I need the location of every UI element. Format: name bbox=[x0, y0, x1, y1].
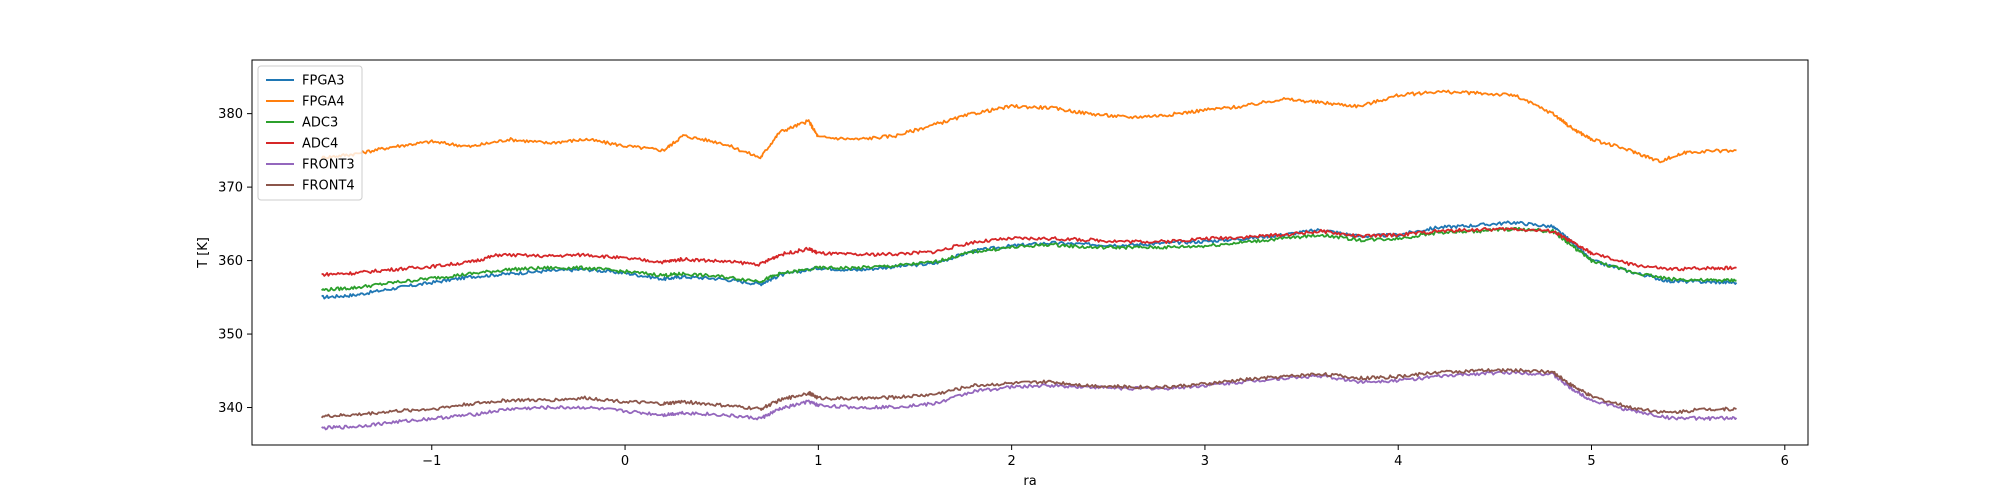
legend-entry: ADC3 bbox=[302, 116, 338, 131]
legend-entry: ADC4 bbox=[302, 137, 338, 152]
axes-frame bbox=[251, 59, 1809, 446]
series-line-fpga4 bbox=[320, 89, 1737, 164]
x-tick-label: 2 bbox=[1007, 454, 1015, 469]
x-tick-label: −1 bbox=[422, 454, 441, 469]
legend-entry: FRONT4 bbox=[302, 179, 355, 194]
x-axis-label: ra bbox=[1023, 474, 1036, 489]
y-tick-label: 380 bbox=[218, 107, 243, 122]
y-tick-label: 370 bbox=[218, 181, 243, 196]
legend-entry: FPGA3 bbox=[302, 74, 345, 89]
series-line-adc4 bbox=[321, 227, 1737, 277]
legend-box bbox=[257, 65, 363, 201]
x-tick-label: 1 bbox=[814, 454, 822, 469]
axes: −1 0 1 2 3 4 5 6 340 350 360 370 380 bbox=[218, 59, 1809, 469]
x-tick-label: 4 bbox=[1394, 454, 1402, 469]
x-tick-label: 0 bbox=[621, 454, 629, 469]
y-tick-label: 360 bbox=[218, 254, 243, 269]
y-tick-label: 340 bbox=[218, 401, 243, 416]
x-tick-label: 5 bbox=[1587, 454, 1595, 469]
series-line-front4 bbox=[320, 368, 1737, 419]
plot-area bbox=[320, 89, 1738, 431]
legend-entry: FPGA4 bbox=[302, 95, 345, 110]
legend-entry: FRONT3 bbox=[302, 158, 355, 173]
legend: FPGA3 FPGA4 ADC3 ADC4 FRONT3 FRONT4 bbox=[257, 65, 363, 201]
y-tick-label: 350 bbox=[218, 328, 243, 343]
y-axis-label: T [K] bbox=[196, 237, 211, 269]
x-tick-label: 3 bbox=[1201, 454, 1209, 469]
series-line-front3 bbox=[321, 370, 1738, 431]
x-tick-label: 6 bbox=[1781, 454, 1789, 469]
